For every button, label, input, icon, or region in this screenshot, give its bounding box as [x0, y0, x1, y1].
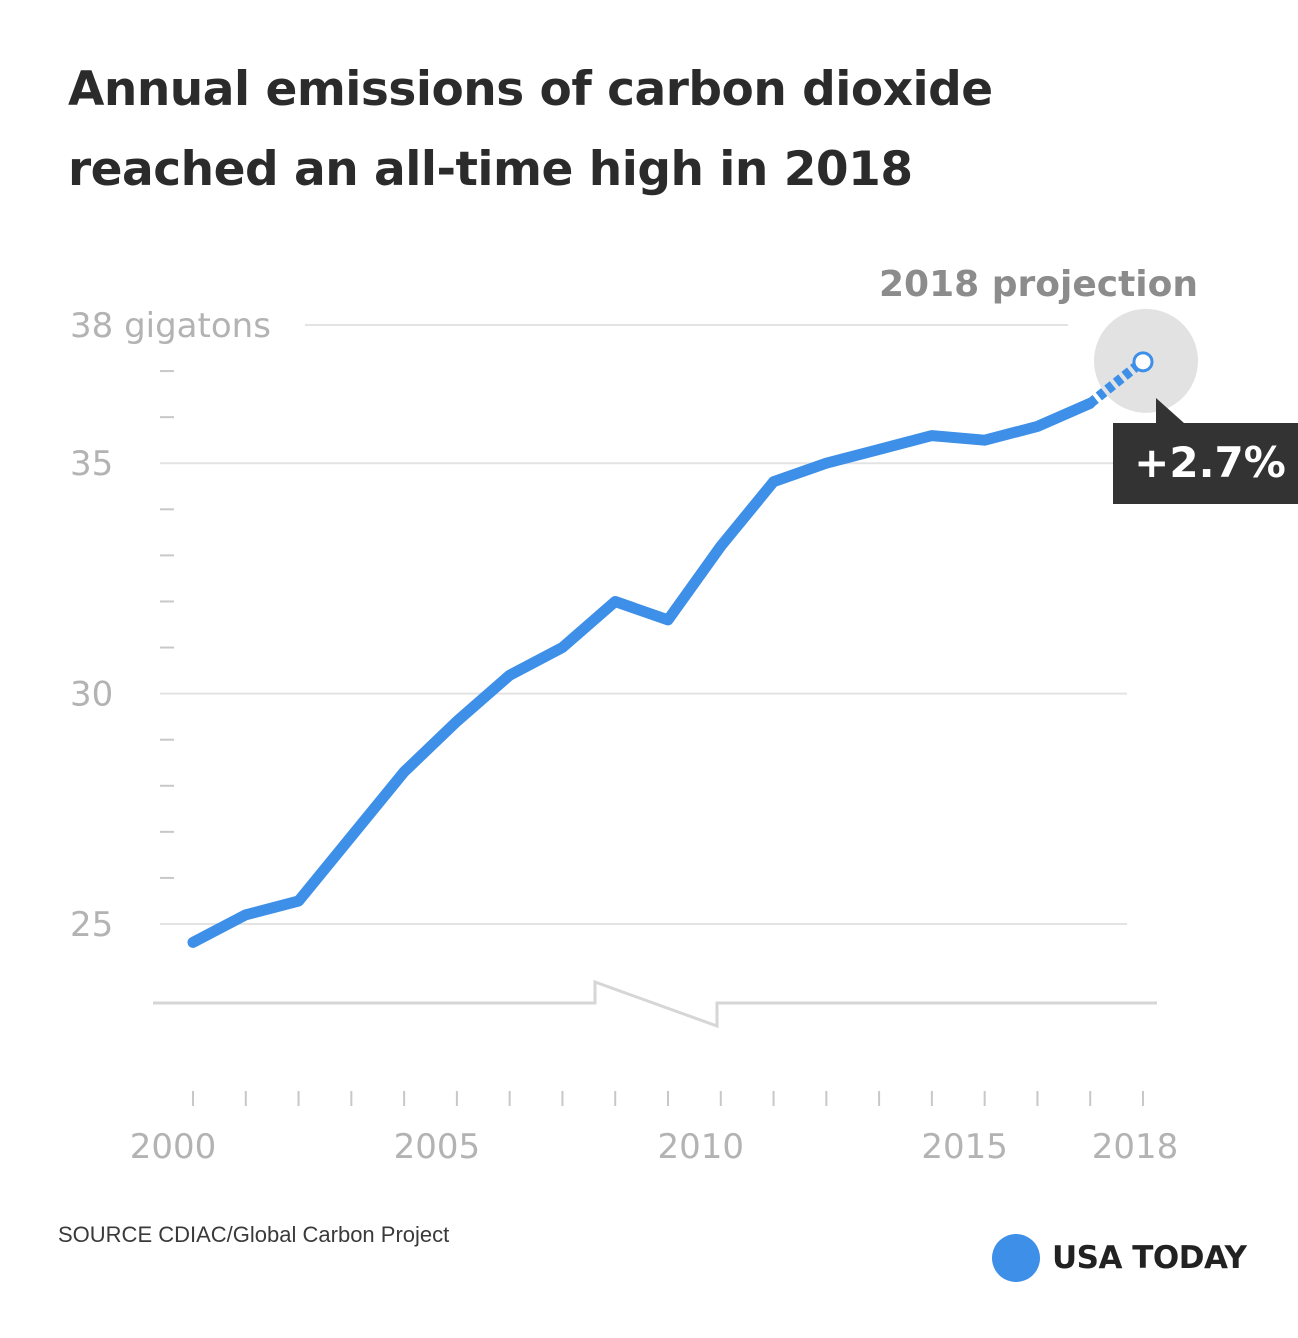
- x-tick-label-2000: 2000: [130, 1127, 217, 1167]
- x-tick-label-2010: 2010: [658, 1127, 745, 1167]
- source-note: SOURCE CDIAC/Global Carbon Project: [58, 1222, 450, 1247]
- x-axis-ticks: [192, 1091, 1144, 1106]
- title-line-1: Annual emissions of carbon dioxide: [68, 62, 993, 117]
- chart-title: Annual emissions of carbon dioxide reach…: [68, 50, 1218, 210]
- x-tick-label-2015: 2015: [921, 1127, 1008, 1167]
- x-tick-label-2005: 2005: [394, 1127, 481, 1167]
- change-callout-box: [1113, 398, 1298, 504]
- projection-point: [1132, 351, 1154, 373]
- brand-logo: USA TODAY: [992, 1233, 1247, 1283]
- y-axis-labels: 38 gigatons 35 30 25: [70, 306, 271, 945]
- y-tick-label-25: 25: [70, 905, 113, 945]
- y-minor-ticks: [160, 370, 174, 879]
- x-tick-label-2018: 2018: [1092, 1127, 1179, 1167]
- y-tick-label-38: 38 gigatons: [70, 306, 271, 346]
- y-tick-label-30: 30: [70, 675, 113, 715]
- projection-label: 2018 projection: [879, 264, 1198, 305]
- title-line-2: reached an all-time high in 2018: [68, 142, 913, 197]
- series-line-emissions: [187, 397, 1096, 948]
- brand-dot-icon: [992, 1234, 1040, 1282]
- brand-name: USA TODAY: [1052, 1240, 1247, 1276]
- gridlines: [160, 324, 1127, 925]
- x-axis-labels: 2000 2005 2010 2015 2018: [130, 1127, 1179, 1167]
- change-callout-label: +2.7%: [1134, 438, 1286, 487]
- projection-line: [1087, 361, 1141, 408]
- y-tick-label-35: 35: [70, 444, 113, 484]
- axis-break-baseline: [153, 979, 1157, 1029]
